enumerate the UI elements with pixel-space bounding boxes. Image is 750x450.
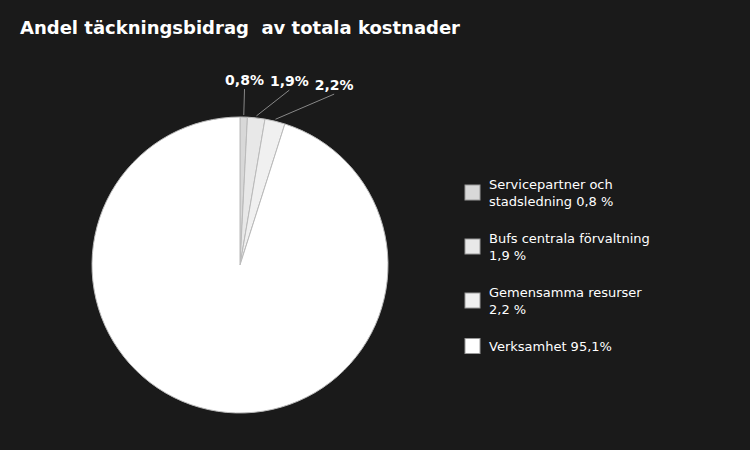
legend-swatch xyxy=(465,339,480,354)
legend-swatch xyxy=(465,239,480,254)
data-label: 2,2% xyxy=(315,77,354,93)
legend-label-line: Bufs centrala förvaltning xyxy=(489,231,650,246)
legend-item: Bufs centrala förvaltning 1,9 % xyxy=(465,231,650,263)
pie-slice xyxy=(92,117,388,413)
legend-item: Verksamhet 95,1% xyxy=(465,339,612,354)
legend-swatch xyxy=(465,185,480,200)
leader-line xyxy=(256,90,289,116)
legend-label: Servicepartner och stadsledning 0,8 % xyxy=(489,177,613,209)
legend-label-line: Verksamhet 95,1% xyxy=(489,339,612,354)
legend-item: Servicepartner och stadsledning 0,8 % xyxy=(465,177,613,209)
leader-line xyxy=(275,94,334,119)
slices xyxy=(92,117,388,413)
legend-label-line: Servicepartner och xyxy=(489,177,613,192)
title: Andel täckningsbidrag av totala kostnade… xyxy=(20,17,460,38)
legend-label: Verksamhet 95,1% xyxy=(489,339,612,354)
legend-label-line: stadsledning 0,8 % xyxy=(489,194,613,209)
legend-swatch xyxy=(465,293,480,308)
data-labels: 0,8% 1,9% 2,2% xyxy=(225,72,353,119)
legend-item: Gemensamma resurser 2,2 % xyxy=(465,285,642,317)
legend-label-line: 1,9 % xyxy=(489,248,526,263)
data-label: 1,9% xyxy=(270,73,309,89)
chart-canvas: Andel täckningsbidrag av totala kostnade… xyxy=(0,0,750,450)
legend-label: Gemensamma resurser 2,2 % xyxy=(489,285,642,317)
legend-label-line: 2,2 % xyxy=(489,302,526,317)
legend-label: Bufs centrala förvaltning 1,9 % xyxy=(489,231,650,263)
leader-line xyxy=(243,89,245,115)
legend: Servicepartner och stadsledning 0,8 % Bufs… xyxy=(465,177,650,354)
data-label: 0,8% xyxy=(225,72,264,88)
legend-label-line: Gemensamma resurser xyxy=(489,285,642,300)
background xyxy=(0,0,750,450)
